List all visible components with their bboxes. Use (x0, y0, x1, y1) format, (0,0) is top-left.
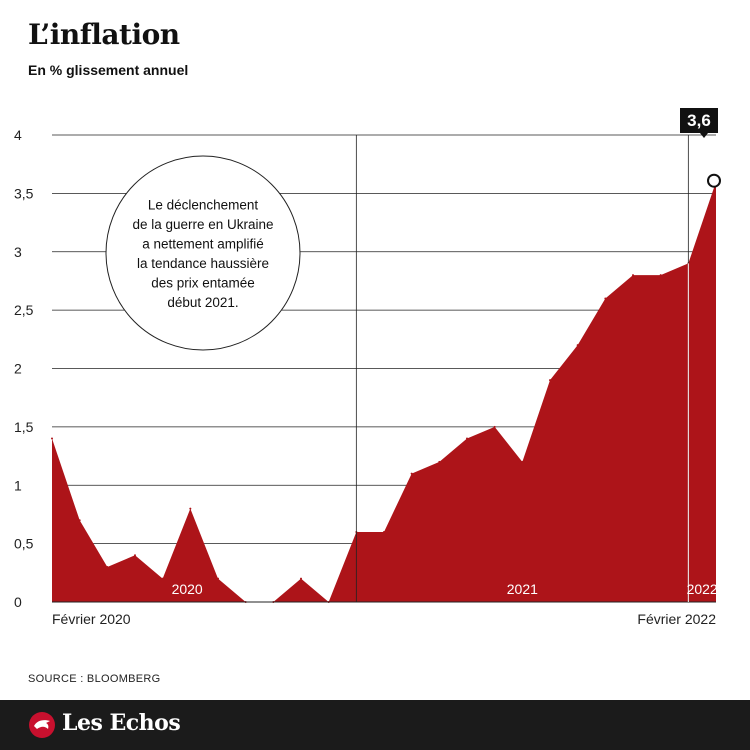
data-point (466, 437, 468, 440)
last-value-marker (707, 173, 721, 188)
y-tick-label: 0,5 (14, 536, 34, 552)
data-point (521, 460, 524, 463)
footer-bar: Les Echos (0, 700, 750, 750)
annotation-line: début 2021. (167, 295, 238, 310)
y-tick-label: 1 (14, 477, 22, 493)
annotation-line: Le déclenchement (148, 197, 259, 212)
data-point (659, 274, 662, 277)
x-tick-label: Février 2020 (52, 611, 131, 627)
y-tick-label: 2 (14, 361, 22, 377)
chart-title: L’inflation (28, 18, 180, 51)
y-tick-label: 3,5 (14, 185, 34, 201)
data-point (549, 379, 551, 382)
source-note: SOURCE : BLOOMBERG (28, 673, 161, 685)
les-echos-logo-icon (29, 712, 55, 738)
y-tick-label: 0 (14, 594, 22, 610)
y-tick-label: 4 (14, 127, 22, 143)
data-point (51, 437, 53, 440)
data-point (300, 577, 302, 580)
brand-name: Les Echos (62, 710, 181, 736)
annotation-bubble (105, 155, 301, 351)
data-point (576, 344, 579, 347)
data-point (410, 472, 413, 475)
y-tick-label: 3 (14, 244, 22, 260)
annotation-line: la tendance haussière (137, 256, 269, 271)
data-point (604, 297, 607, 300)
data-point (134, 554, 136, 557)
chart-subtitle: En % glissement annuel (28, 62, 189, 78)
data-point (189, 507, 192, 510)
data-point (78, 519, 81, 522)
annotation-line: des prix entamée (151, 275, 255, 290)
data-point (383, 530, 385, 533)
callout-value: 3,6 (687, 111, 711, 130)
annotation-line: de la guerre en Ukraine (132, 217, 273, 232)
data-point (438, 460, 441, 463)
y-tick-label: 1,5 (14, 419, 34, 435)
data-point (493, 425, 496, 428)
data-point (161, 577, 164, 580)
y-tick-label: 2,5 (14, 302, 34, 318)
data-point (106, 565, 109, 568)
callout-box (680, 108, 718, 138)
year-label: 2020 (172, 581, 203, 597)
data-point (632, 274, 634, 277)
annotation-line: a nettement amplifié (142, 236, 264, 251)
inflation-area (52, 181, 716, 602)
year-label: 2021 (507, 581, 538, 597)
year-label: 2022 (687, 581, 718, 597)
data-point (217, 577, 219, 580)
x-tick-label: Février 2022 (637, 611, 716, 627)
inflation-area-chart: 0 0,5 1 1,5 2 2,5 3 3,5 4 2020 2021 2022 Février 202… (14, 108, 721, 627)
